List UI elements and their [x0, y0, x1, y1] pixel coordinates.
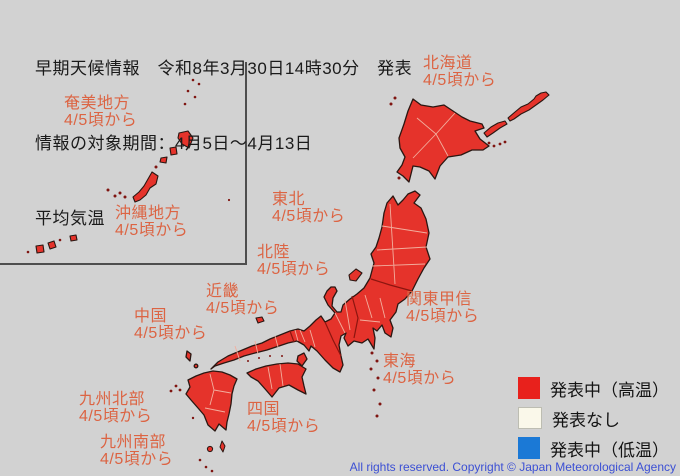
- legend-item-high-temp: 発表中（高温）: [518, 376, 669, 400]
- map-seto-islands: [247, 355, 283, 362]
- header-period: 情報の対象期間：4月5日～4月13日: [35, 134, 313, 153]
- header-title: 早期天候情報 令和8年3月30日14時30分 発表: [35, 59, 413, 78]
- header-element: 平均気温: [35, 209, 105, 228]
- map-region-shikoku: [246, 362, 307, 398]
- legend: 発表中（高温） 発表なし 発表中（低温）: [518, 376, 669, 466]
- map-region-kyushu: [169, 350, 238, 432]
- legend-item-low-temp: 発表中（低温）: [518, 436, 669, 460]
- region-label-kanto-koshin: 関東甲信 4/5頃から: [406, 291, 480, 325]
- map-kuril-islands: [483, 91, 550, 148]
- region-label-tohoku: 東北 4/5頃から: [272, 191, 346, 225]
- legend-swatch-high-temp: [518, 377, 540, 399]
- region-label-hokuriku: 北陸 4/5頃から: [257, 244, 331, 278]
- region-label-amami: 奄美地方 4/5頃から: [64, 95, 138, 129]
- legend-item-no-announcement: 発表なし: [518, 406, 669, 430]
- legend-swatch-no-announcement: [518, 407, 542, 429]
- region-label-tokai: 東海 4/5頃から: [383, 353, 457, 387]
- map-izu-islands: [369, 351, 382, 418]
- map-awaji-island: [296, 352, 308, 367]
- copyright-notice: All rights reserved. Copyright © Japan M…: [349, 460, 676, 474]
- region-label-kyushu-south: 九州南部 4/5頃から: [100, 434, 174, 468]
- region-label-kyushu-north: 九州北部 4/5頃から: [79, 391, 153, 425]
- region-label-hokkaido: 北海道 4/5頃から: [423, 55, 497, 89]
- region-label-chugoku: 中国 4/5頃から: [134, 308, 208, 342]
- legend-swatch-low-temp: [518, 437, 540, 459]
- map-satsunan-islands: [198, 440, 226, 473]
- region-label-okinawa: 沖縄地方 4/5頃から: [115, 205, 189, 239]
- region-label-kinki: 近畿 4/5頃から: [206, 283, 280, 317]
- region-label-shikoku: 四国 4/5頃から: [247, 401, 321, 435]
- header: 早期天候情報 令和8年3月30日14時30分 発表 情報の対象期間：4月5日～4…: [35, 6, 412, 281]
- okinawa-amami-inset-box: [0, 62, 247, 265]
